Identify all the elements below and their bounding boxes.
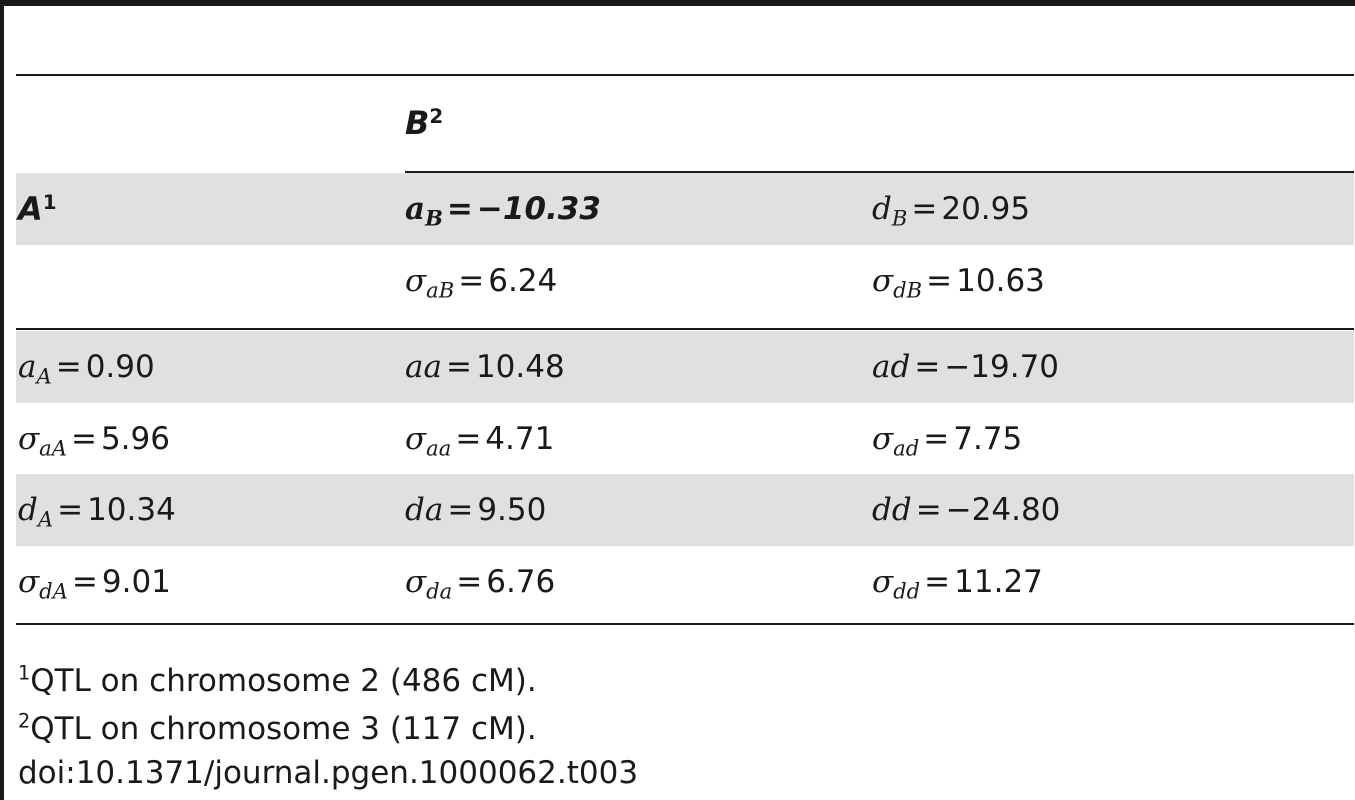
table-cell-r4-c0: dA = 10.34 xyxy=(18,474,176,546)
cell-symbol: σ xyxy=(872,421,894,457)
cell-symbol: ad xyxy=(872,349,911,385)
cell-equals: = xyxy=(71,564,98,600)
cell-symbol: σ xyxy=(18,421,40,457)
table-cell-r1-c1: σaB = 6.24 xyxy=(405,245,557,317)
cell-symbol: σ xyxy=(18,564,40,600)
cell-symbol: d xyxy=(18,492,38,528)
cell-symbol: aa xyxy=(405,349,442,385)
cell-equals: = xyxy=(924,564,951,600)
row-header-a-sup: 1 xyxy=(42,191,57,215)
cell-subscript: A xyxy=(36,363,52,389)
table-cell-r0-c2: dB = 20.95 xyxy=(872,173,1030,245)
header-sub-rule xyxy=(405,171,1354,173)
cell-equals: = xyxy=(55,349,82,385)
cell-symbol: dd xyxy=(872,492,912,528)
table-cell-r5-c0: σdA = 9.01 xyxy=(18,546,171,618)
cell-symbol: a xyxy=(405,191,426,227)
cell-equals: = xyxy=(447,492,474,528)
cell-value: 20.95 xyxy=(941,191,1031,227)
cell-symbol: da xyxy=(405,492,444,528)
cell-equals: = xyxy=(458,263,485,299)
cell-symbol: σ xyxy=(405,421,427,457)
table-bottom-rule xyxy=(16,623,1354,625)
cell-subscript: dB xyxy=(893,277,923,303)
cell-symbol: σ xyxy=(405,564,427,600)
cell-value: −19.70 xyxy=(944,349,1060,385)
cell-symbol: d xyxy=(872,191,892,227)
cell-value: 9.50 xyxy=(477,492,547,528)
cell-value: 0.90 xyxy=(85,349,155,385)
cell-subscript: dA xyxy=(39,578,68,604)
table-cell-r4-c1: da = 9.50 xyxy=(405,474,546,546)
cell-value: 10.63 xyxy=(956,263,1045,299)
cell-value: 4.71 xyxy=(485,421,555,457)
cell-subscript: aA xyxy=(39,435,67,461)
table-cell-r2-c1: aa = 10.48 xyxy=(405,331,565,403)
table-cell-r5-c2: σdd = 11.27 xyxy=(872,546,1043,618)
table-cell-r2-c0: aA = 0.90 xyxy=(18,331,155,403)
cell-equals: = xyxy=(911,191,938,227)
cell-value: 7.75 xyxy=(953,421,1023,457)
row-band-2 xyxy=(16,331,1354,403)
table-top-border xyxy=(0,0,1355,6)
table-cell-r3-c1: σaa = 4.71 xyxy=(405,403,554,475)
cell-symbol: σ xyxy=(872,564,894,600)
cell-equals: = xyxy=(923,421,950,457)
table-cell-r3-c0: σaA = 5.96 xyxy=(18,403,170,475)
cell-value: 10.48 xyxy=(475,349,565,385)
footnote-1: 1QTL on chromosome 2 (486 cM). xyxy=(18,660,537,702)
cell-equals: = xyxy=(456,564,483,600)
cell-value: 6.24 xyxy=(488,263,558,299)
cell-subscript: ad xyxy=(893,435,920,461)
cell-subscript: aa xyxy=(426,435,452,461)
cell-value: −24.80 xyxy=(945,492,1061,528)
cell-symbol: σ xyxy=(872,263,894,299)
cell-value: 10.34 xyxy=(87,492,176,528)
doi-text: doi:10.1371/journal.pgen.1000062.t003 xyxy=(18,755,639,791)
cell-value: 5.96 xyxy=(100,421,170,457)
row-band-4 xyxy=(16,474,1354,546)
table-cell-r5-c1: σda = 6.76 xyxy=(405,546,555,618)
header-top-rule xyxy=(16,74,1354,76)
cell-value: 9.01 xyxy=(101,564,171,600)
footnote-2-text: QTL on chromosome 3 (117 cM). xyxy=(30,711,537,747)
table-cell-r2-c2: ad = −19.70 xyxy=(872,331,1059,403)
cell-subscript: da xyxy=(426,578,453,604)
cell-equals: = xyxy=(926,263,953,299)
table-cell-r3-c2: σad = 7.75 xyxy=(872,403,1022,475)
row-band-0 xyxy=(16,173,1354,245)
table-cell-r0-c1: aB = −10.33 xyxy=(405,173,601,245)
cell-equals: = xyxy=(455,421,482,457)
cell-value: −10.33 xyxy=(476,191,601,227)
table-cell-r1-c2: σdB = 10.63 xyxy=(872,245,1045,317)
footnote-1-text: QTL on chromosome 2 (486 cM). xyxy=(30,663,537,699)
cell-subscript: B xyxy=(891,205,908,231)
row-header-a: A1 xyxy=(18,190,57,228)
doi-line: doi:10.1371/journal.pgen.1000062.t003 xyxy=(18,752,638,794)
cell-equals: = xyxy=(57,492,84,528)
cell-value: 11.27 xyxy=(954,564,1043,600)
cell-subscript: A xyxy=(37,506,54,532)
cell-symbol: a xyxy=(18,349,37,385)
cell-equals: = xyxy=(915,492,942,528)
column-header-b-sup: 2 xyxy=(429,105,444,129)
footnote-2: 2QTL on chromosome 3 (117 cM). xyxy=(18,708,537,750)
cell-subscript: aB xyxy=(426,277,455,303)
section-rule xyxy=(16,328,1354,330)
column-header-b-label: B xyxy=(405,104,430,142)
column-header-b: B2 xyxy=(405,104,443,142)
table-cell-r4-c2: dd = −24.80 xyxy=(872,474,1060,546)
cell-subscript: B xyxy=(425,205,443,231)
page-left-border xyxy=(0,0,4,800)
cell-subscript: dd xyxy=(893,578,921,604)
footnote-2-mark: 2 xyxy=(18,709,31,733)
cell-value: 6.76 xyxy=(486,564,556,600)
cell-equals: = xyxy=(446,191,473,227)
cell-equals: = xyxy=(445,349,472,385)
row-header-a-label: A xyxy=(18,190,43,228)
cell-symbol: σ xyxy=(405,263,427,299)
cell-equals: = xyxy=(914,349,941,385)
cell-equals: = xyxy=(70,421,97,457)
footnote-1-mark: 1 xyxy=(18,661,31,685)
